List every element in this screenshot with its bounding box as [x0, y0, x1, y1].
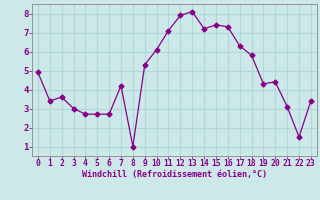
- X-axis label: Windchill (Refroidissement éolien,°C): Windchill (Refroidissement éolien,°C): [82, 170, 267, 179]
